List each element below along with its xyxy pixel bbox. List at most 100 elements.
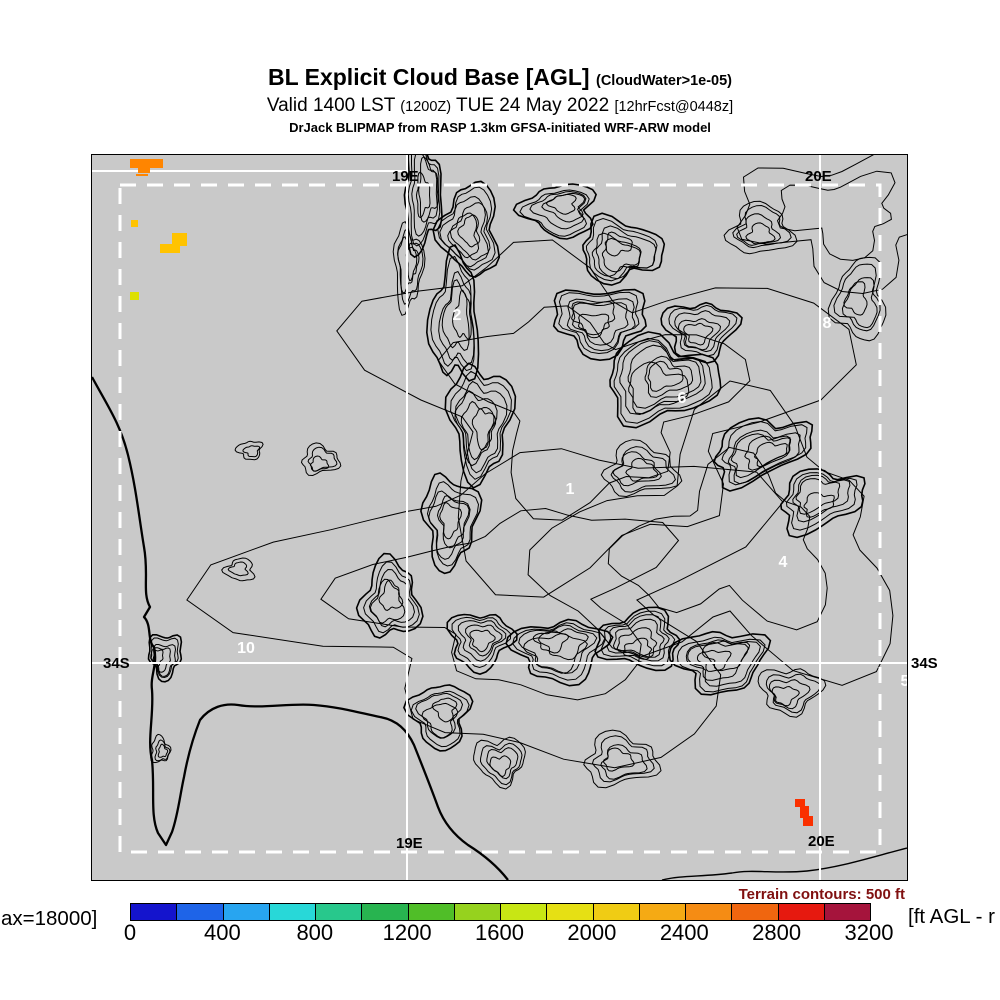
valid-zulu: (1200Z) [400, 99, 452, 115]
terrain-contour [307, 446, 338, 472]
terrain-contour [683, 322, 714, 346]
terrain-contour [471, 407, 497, 451]
terrain-contour [713, 417, 814, 492]
terrain-contour [452, 289, 472, 340]
model-domain-dashed-border [118, 183, 882, 854]
terrain-contour [780, 468, 866, 539]
terrain-contour [430, 255, 475, 372]
terrain-contour [595, 225, 657, 280]
terrain-contour [444, 362, 517, 489]
cropped-max-text: ax=18000] [1, 907, 98, 930]
terrain-contour [730, 433, 791, 479]
terrain-contour [594, 606, 681, 672]
colorbar-segment [223, 904, 270, 920]
terrain-contour [841, 277, 878, 329]
terrain-contour [154, 739, 171, 762]
terrain-contour [234, 440, 264, 461]
terrain-contour [732, 204, 792, 249]
forecast-map: 19E 20E 19E 20E 2 8 6 1 4 10 5 [91, 154, 908, 881]
terrain-contour [157, 743, 169, 758]
lon-label-19e-bottom: 19E [396, 835, 423, 852]
terrain-contour [469, 629, 496, 653]
terrain-contour [571, 302, 629, 346]
terrain-contour [369, 578, 406, 624]
terrain-contour [221, 557, 256, 582]
terrain-contour [606, 614, 670, 662]
terrain-contour [242, 445, 261, 458]
terrain-contour [757, 668, 827, 718]
terrain-contour [512, 183, 597, 240]
terrain-contour [150, 637, 179, 679]
terrain-contour [486, 747, 519, 780]
terrain-contour [150, 733, 172, 764]
terrain-contour [585, 217, 658, 282]
terrain-contour [449, 202, 491, 261]
terrain-contour [368, 568, 416, 628]
terrain-contour [601, 237, 641, 273]
terrain-contour [753, 441, 788, 468]
colorbar-tick-label: 3200 [844, 920, 894, 945]
terrain-contour [505, 618, 614, 687]
colorbar-segment [732, 904, 779, 920]
cloudbase-patch [130, 292, 139, 300]
terrain-contour [227, 561, 249, 577]
terrain-contour [336, 239, 857, 598]
terrain-contour [776, 170, 896, 261]
terrain-contour [465, 624, 503, 657]
cloudbase-grid-value: 2 [452, 307, 462, 324]
terrain-contour [612, 618, 665, 658]
lon-label-19e-top: 19E [392, 168, 419, 185]
terrain-contour [622, 637, 653, 660]
units-label: [ft AGL - r [908, 905, 995, 928]
colorbar-segment [547, 904, 594, 920]
terrain-contour [439, 502, 463, 540]
colorbar-segment [454, 904, 501, 920]
forecast-note: [12hrFcst@0448z] [614, 99, 734, 115]
terrain-contour [355, 552, 424, 639]
cloudbase-grid-value: 5 [900, 673, 907, 690]
terrain-contour [454, 390, 498, 467]
terrain-contour [538, 628, 589, 661]
coastline-southeast [661, 847, 907, 880]
terrain-contour [745, 222, 776, 245]
terrain-contour [431, 697, 458, 723]
terrain-contour [607, 446, 828, 631]
terrain-contour [660, 301, 743, 364]
valid-date: TUE 24 May 2022 [456, 95, 610, 116]
terrain-contour [447, 212, 480, 259]
terrain-contour [687, 641, 749, 681]
colorbar-tick-label: 2000 [567, 920, 617, 945]
header: BL Explicit Cloud Base [AGL] (CloudWater… [0, 66, 1000, 135]
terrain-contour [418, 156, 439, 223]
terrain-contour [403, 155, 443, 259]
terrain-contour [529, 190, 587, 230]
terrain-contour [300, 442, 342, 477]
lat-label-34s-right: 34S [911, 655, 938, 672]
terrain-contour [566, 298, 636, 352]
terrain-contour [437, 305, 751, 521]
terrain-contour [428, 490, 471, 560]
cloudbase-grid-value: 1 [565, 481, 575, 498]
terrain-contour [765, 673, 822, 714]
terrain-contour [843, 281, 868, 316]
terrain-contour [421, 702, 459, 739]
terrain-contour [795, 478, 841, 515]
colorbar-segment [362, 904, 409, 920]
terrain-contour [378, 579, 404, 611]
terrain-contour [600, 744, 648, 780]
colorbar-segment [593, 904, 640, 920]
terrain-contour [674, 310, 731, 353]
terrain-contour [457, 214, 481, 248]
cloudbase-patch [136, 174, 148, 176]
cloudbase-patch [803, 816, 813, 826]
terrain-contour [668, 304, 738, 357]
lon-label-20e-bottom: 20E [808, 833, 835, 850]
model-line: DrJack BLIPMAP from RASP 1.3km GFSA-init… [289, 120, 711, 135]
terrain-contour [827, 256, 887, 342]
colorbar-segment [269, 904, 316, 920]
title-threshold-note: (CloudWater>1e-05) [595, 73, 733, 89]
colorbar-segment [408, 904, 455, 920]
terrain-contour [591, 735, 655, 783]
cloudbase-grid-value: 8 [822, 315, 832, 332]
terrain-contour [803, 492, 835, 518]
